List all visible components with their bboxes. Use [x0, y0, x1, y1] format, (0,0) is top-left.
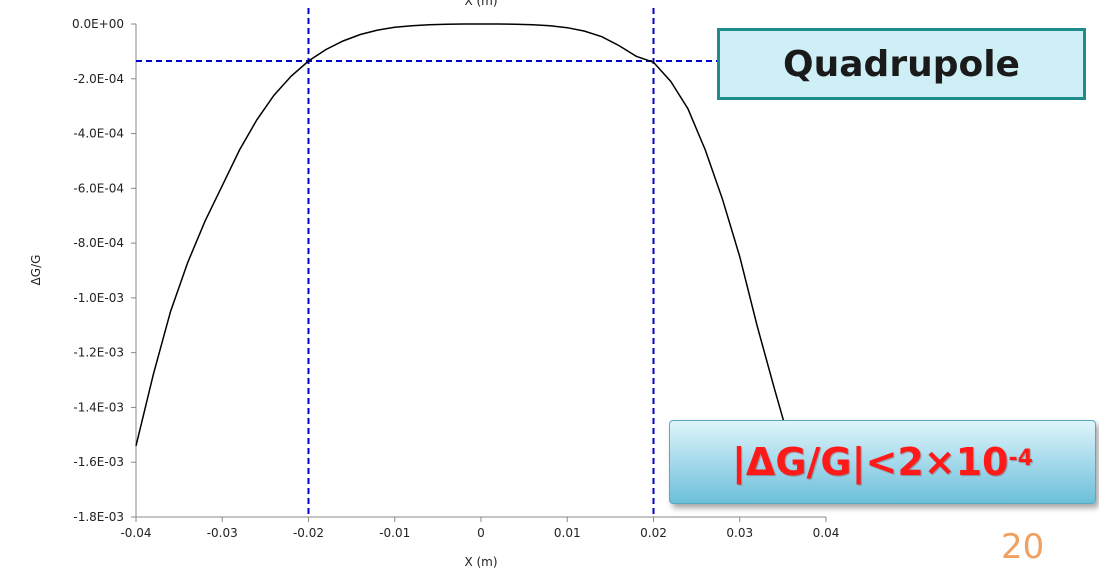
y-tick-label: -1.4E-03: [73, 400, 124, 414]
y-tick-label: -8.0E-04: [73, 236, 124, 250]
y-tick-label: -1.0E-03: [73, 291, 124, 305]
y-tick-label: -6.0E-04: [73, 181, 124, 195]
x-tick-label: -0.01: [379, 526, 410, 540]
reference-lines: [136, 8, 722, 517]
x-tick-label: 0.03: [726, 526, 753, 540]
x-tick-label: -0.03: [207, 526, 238, 540]
x-axis-title: X (m): [464, 555, 497, 569]
y-tick-label: -2.0E-04: [73, 72, 124, 86]
chart-axes: 0.0E+00 -2.0E-04 -4.0E-04 -6.0E-04 -8.0E-04 -…: [72, 17, 839, 540]
x-tick-label: -0.04: [120, 526, 151, 540]
top-axis-title: X (m): [464, 0, 497, 8]
tolerance-condition-box: |ΔG/G|<2×10 -4: [669, 420, 1096, 504]
y-axis-title: ΔG/G: [29, 255, 43, 286]
series-line: [135, 23, 810, 496]
x-tick-label: 0: [477, 526, 485, 540]
x-tick-label: 0.04: [813, 526, 840, 540]
page-number: 20: [1001, 527, 1045, 567]
tolerance-condition-text: |ΔG/G|<2×10: [732, 440, 1009, 484]
y-tick-label: -1.8E-03: [73, 510, 124, 524]
quadrupole-label: Quadrupole: [783, 43, 1020, 85]
y-tick-label: -1.6E-03: [73, 455, 124, 469]
x-tick-label: 0.01: [554, 526, 581, 540]
x-tick-label: 0.02: [640, 526, 667, 540]
quadrupole-label-box: Quadrupole: [717, 28, 1086, 100]
x-tick-label: -0.02: [293, 526, 324, 540]
tolerance-exponent: -4: [1008, 445, 1033, 471]
y-tick-label: 0.0E+00: [72, 17, 124, 31]
series-layer: [135, 23, 810, 496]
y-tick-label: -4.0E-04: [73, 127, 124, 141]
y-tick-label: -1.2E-03: [73, 346, 124, 360]
